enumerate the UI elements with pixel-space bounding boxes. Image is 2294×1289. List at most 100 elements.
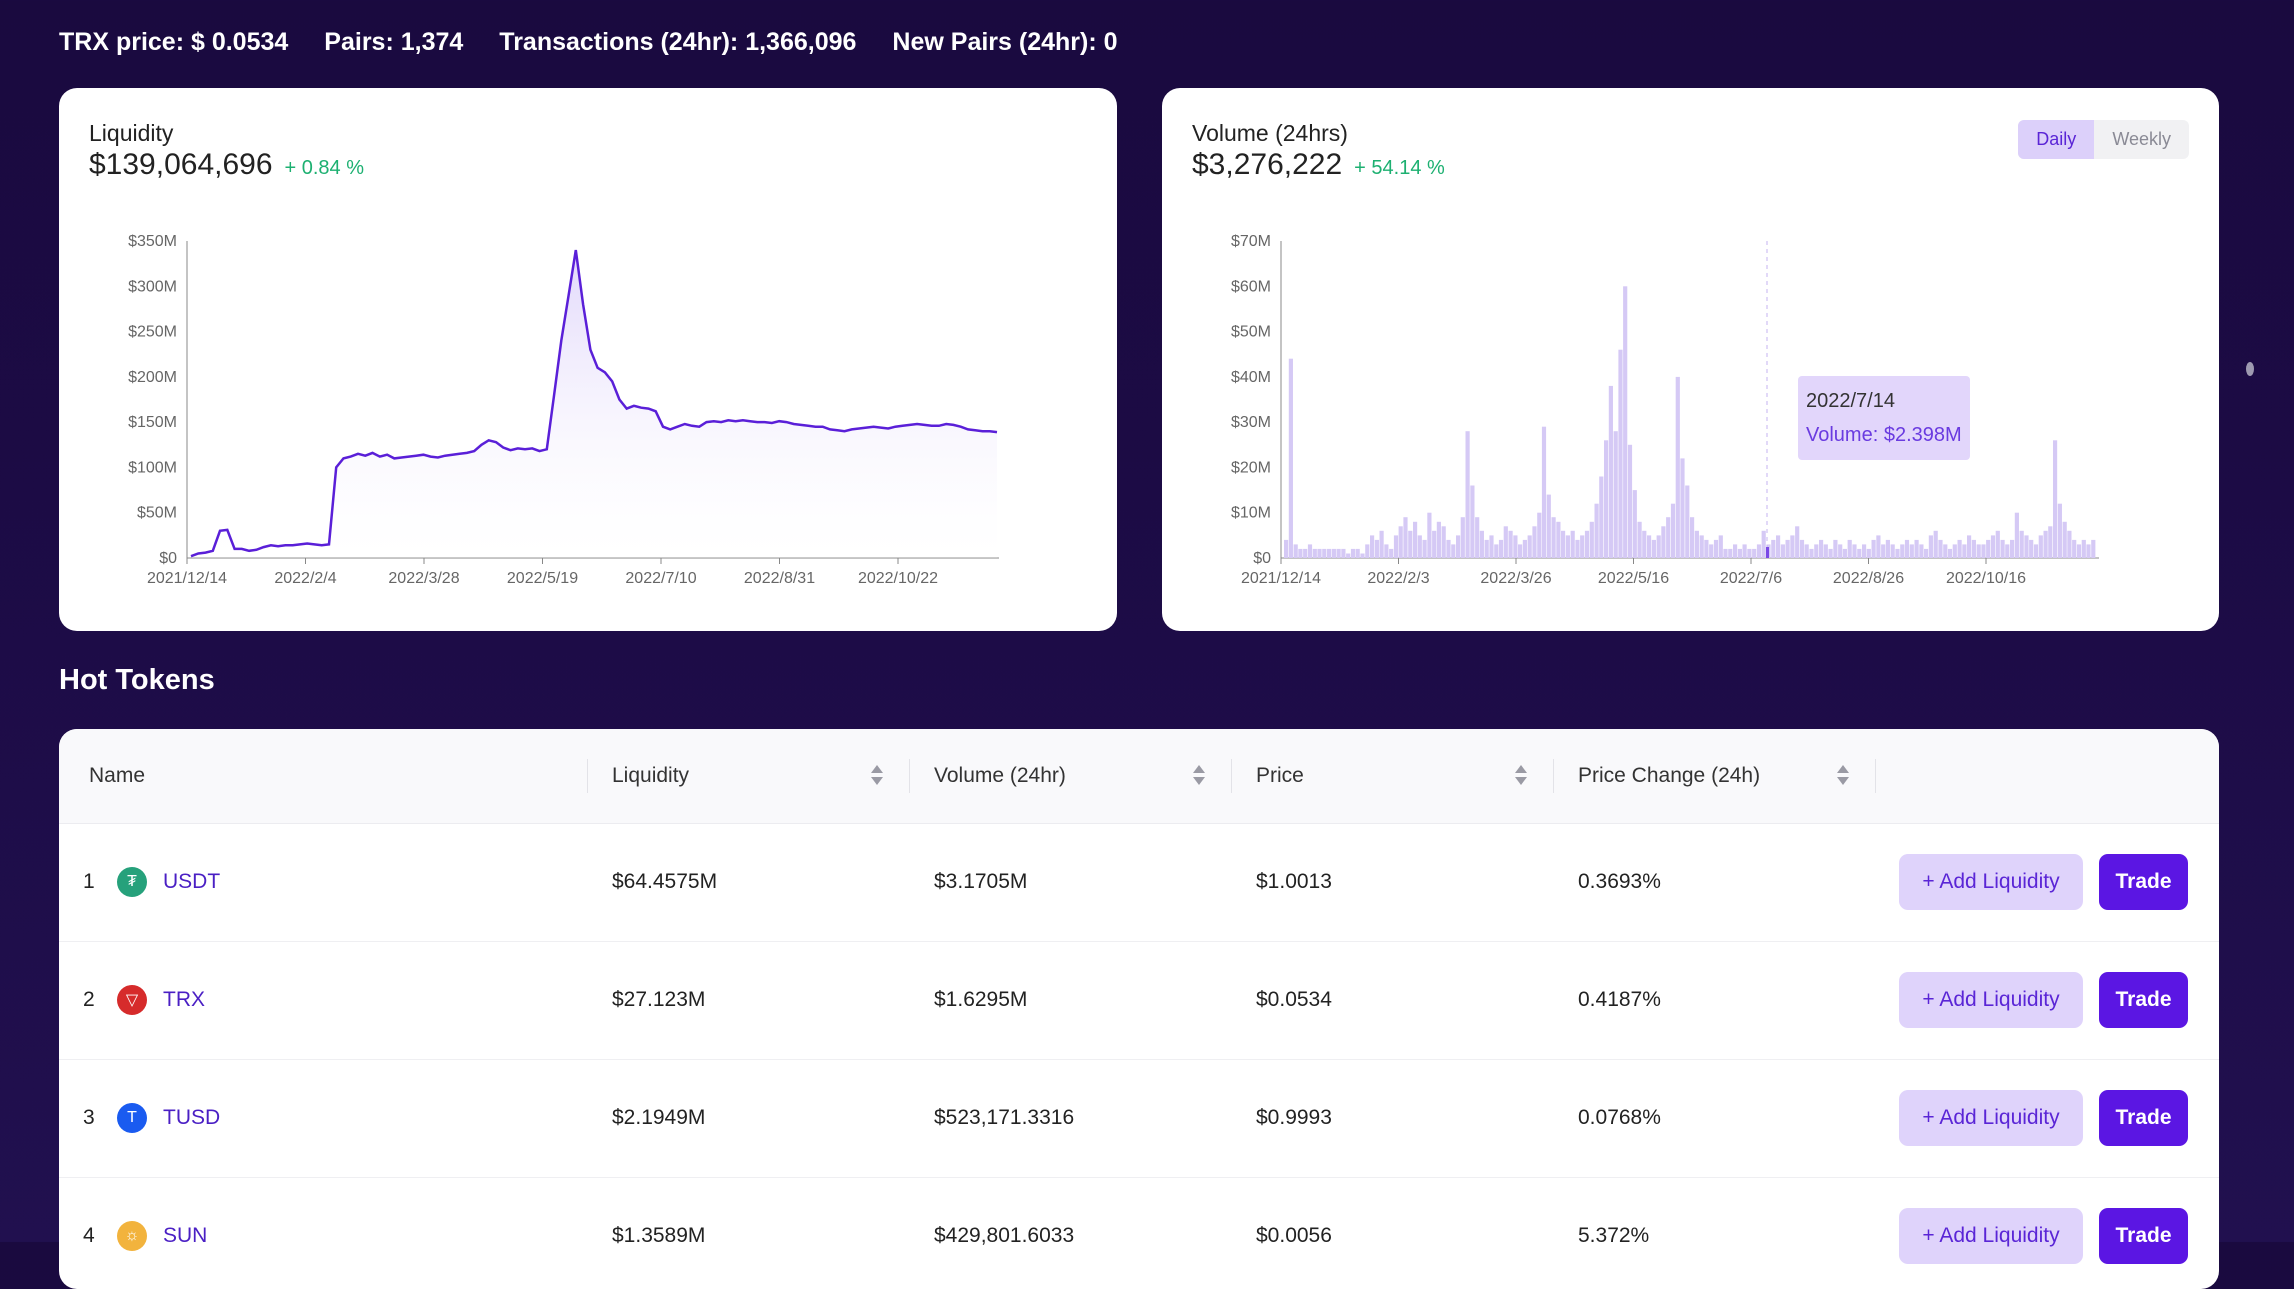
volume-bar	[1336, 548, 1341, 558]
add-liquidity-button[interactable]: + Add Liquidity	[1899, 854, 2083, 910]
token-liquidity: $2.1949M	[612, 1106, 706, 1129]
column-price-change[interactable]: Price Change (24h)	[1578, 764, 1761, 787]
table-row[interactable]: 3 T TUSD $2.1949M $523,171.3316 $0.9993 0.0768…	[59, 1059, 2219, 1178]
token-name-link[interactable]: SUN	[163, 1224, 208, 1247]
volume-bar	[1790, 535, 1795, 558]
volume-chart[interactable]: $0 $10M $20M $30M $40M $50M $60M $70M 2021/12/14…	[1162, 88, 2219, 631]
y-tick-label: $50M	[137, 505, 177, 522]
volume-bar	[1284, 539, 1289, 558]
x-tick-label: 2022/5/16	[1598, 570, 1669, 587]
token-icon: T	[117, 1103, 147, 1133]
liquidity-area	[191, 250, 997, 558]
sort-price-icon[interactable]	[1515, 765, 1527, 787]
x-tick-label: 2022/8/26	[1833, 570, 1904, 587]
volume-bar	[1957, 539, 1962, 558]
y-tick-label: $10M	[1231, 505, 1271, 522]
volume-bar	[1413, 521, 1418, 558]
column-name: Name	[89, 764, 146, 787]
token-cell[interactable]: ₮ USDT	[117, 823, 220, 941]
volume-bar	[2000, 539, 2005, 558]
volume-bar	[1971, 539, 1976, 558]
volume-bar	[2043, 530, 2048, 558]
volume-bar	[1833, 539, 1838, 558]
volume-bar	[1432, 530, 1437, 558]
volume-bar	[1742, 544, 1747, 558]
volume-bar	[1842, 548, 1847, 558]
token-cell[interactable]: ☼ SUN	[117, 1177, 207, 1289]
add-liquidity-button[interactable]: + Add Liquidity	[1899, 1090, 2083, 1146]
trade-button[interactable]: Trade	[2099, 854, 2188, 910]
token-rank: 1	[83, 870, 95, 893]
volume-bar	[1565, 535, 1570, 558]
pairs-stat: Pairs: 1,374	[324, 27, 464, 56]
highlighted-bar	[1766, 547, 1769, 558]
token-name-link[interactable]: USDT	[163, 870, 221, 893]
table-row[interactable]: 2 ▽ TRX $27.123M $1.6295M $0.0534 0.4187% + Add…	[59, 941, 2219, 1060]
volume-bar	[1771, 539, 1776, 558]
add-liquidity-button[interactable]: + Add Liquidity	[1899, 1208, 2083, 1264]
volume-bar	[1513, 535, 1518, 558]
volume-bar	[1656, 535, 1661, 558]
volume-bar	[1374, 539, 1379, 558]
volume-bar	[1322, 548, 1327, 558]
token-icon: ▽	[117, 985, 147, 1015]
y-tick-label: $350M	[128, 233, 177, 250]
liquidity-chart[interactable]: $0 $50M $100M $150M $200M $250M $300M $350M 2021…	[59, 88, 1117, 631]
token-icon: ₮	[117, 867, 147, 897]
column-volume[interactable]: Volume (24hr)	[934, 764, 1066, 787]
weekly-toggle-button[interactable]: Weekly	[2112, 129, 2171, 149]
volume-bar	[1441, 526, 1446, 558]
new-pairs-stat: New Pairs (24hr): 0	[892, 27, 1118, 56]
y-tick-label: $30M	[1231, 414, 1271, 431]
volume-value: $3,276,222 + 54.14 %	[1192, 148, 1445, 182]
volume-bar	[2076, 544, 2082, 558]
volume-bar	[1651, 539, 1656, 558]
volume-bar	[1522, 539, 1527, 558]
volume-bar	[2062, 521, 2067, 558]
token-name-link[interactable]: TUSD	[163, 1106, 221, 1129]
volume-bar	[1733, 544, 1738, 558]
column-liquidity[interactable]: Liquidity	[612, 764, 690, 787]
sort-price-change-icon[interactable]	[1837, 765, 1849, 787]
volume-bar	[1288, 358, 1293, 558]
table-row[interactable]: 1 ₮ USDT $64.4575M $3.1705M $1.0013 0.3693% + A…	[59, 823, 2219, 942]
volume-bar	[1346, 553, 1351, 558]
volume-bar	[1699, 535, 1704, 558]
sort-volume-icon[interactable]	[1193, 765, 1205, 787]
volume-bar	[1561, 530, 1566, 558]
volume-bar	[1331, 548, 1336, 558]
sort-liquidity-icon[interactable]	[871, 765, 883, 787]
volume-bar	[1804, 544, 1809, 558]
y-tick-label: $0	[159, 550, 177, 567]
column-divider	[909, 759, 910, 793]
token-cell[interactable]: ▽ TRX	[117, 941, 205, 1059]
volume-bar	[1584, 530, 1590, 558]
volume-bar	[1685, 485, 1690, 558]
column-price[interactable]: Price	[1256, 764, 1304, 787]
trade-button[interactable]: Trade	[2099, 1090, 2188, 1146]
volume-bar	[1599, 476, 1604, 558]
volume-bar	[1814, 544, 1819, 558]
volume-bar	[2010, 539, 2015, 558]
table-row[interactable]: 4 ☼ SUN $1.3589M $429,801.6033 $0.0056 5.372% +…	[59, 1177, 2219, 1289]
token-cell[interactable]: T TUSD	[117, 1059, 220, 1177]
volume-bar	[1379, 530, 1384, 558]
volume-bar	[1456, 535, 1461, 558]
token-volume: $429,801.6033	[934, 1224, 1075, 1247]
hot-tokens-title: Hot Tokens	[59, 664, 215, 696]
volume-bar	[1370, 535, 1375, 558]
token-price: $1.0013	[1256, 870, 1332, 893]
volume-bar	[1780, 544, 1785, 558]
volume-bar	[1952, 544, 1957, 558]
volume-bar	[1752, 548, 1757, 558]
volume-bar	[1551, 517, 1556, 558]
token-name-link[interactable]: TRX	[163, 988, 205, 1011]
y-tick-label: $250M	[128, 324, 177, 341]
volume-bar	[2086, 544, 2091, 558]
trade-button[interactable]: Trade	[2099, 1208, 2188, 1264]
trade-button[interactable]: Trade	[2099, 972, 2188, 1028]
x-tick-label: 2022/10/16	[1946, 570, 2026, 587]
volume-bar	[1589, 521, 1594, 558]
daily-toggle-button[interactable]: Daily	[2018, 120, 2095, 159]
add-liquidity-button[interactable]: + Add Liquidity	[1899, 972, 2083, 1028]
